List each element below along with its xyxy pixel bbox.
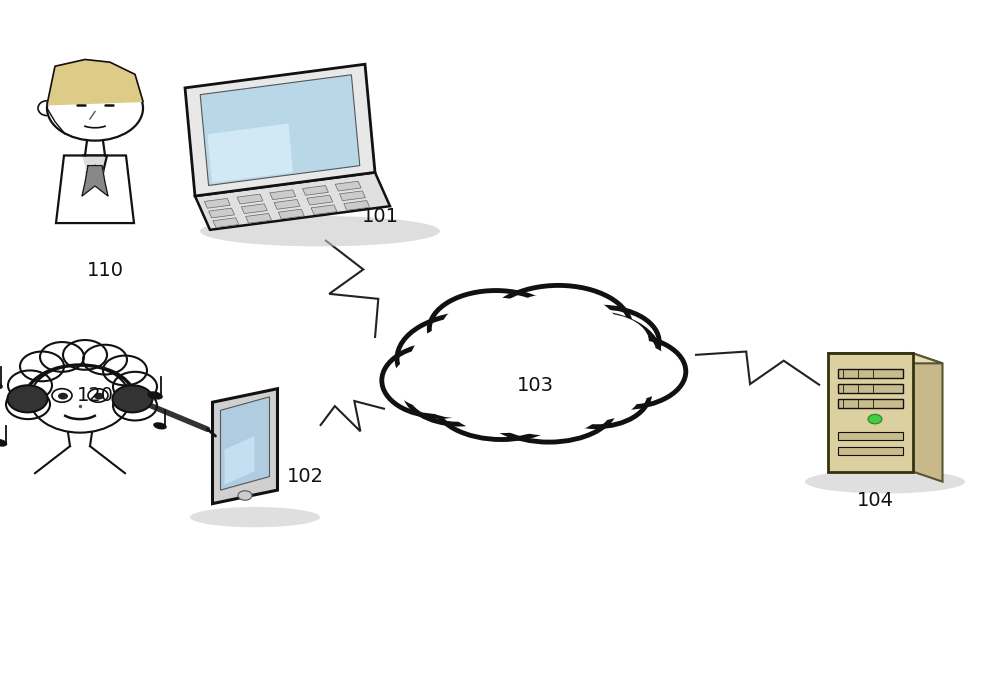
Ellipse shape [553, 366, 640, 420]
Polygon shape [303, 185, 328, 195]
Polygon shape [838, 369, 902, 379]
Polygon shape [838, 433, 902, 441]
Ellipse shape [564, 335, 686, 408]
Polygon shape [335, 181, 361, 191]
Ellipse shape [0, 381, 3, 389]
Polygon shape [212, 389, 277, 504]
Polygon shape [220, 397, 269, 490]
Circle shape [83, 345, 127, 375]
Circle shape [868, 414, 882, 424]
Text: 101: 101 [362, 207, 398, 226]
Circle shape [113, 391, 157, 420]
Polygon shape [56, 155, 134, 223]
Polygon shape [246, 214, 272, 223]
Ellipse shape [200, 216, 440, 247]
Polygon shape [828, 353, 912, 472]
Polygon shape [344, 201, 370, 210]
Ellipse shape [805, 470, 965, 493]
Ellipse shape [426, 304, 635, 427]
Ellipse shape [429, 291, 562, 368]
Polygon shape [270, 190, 296, 199]
Ellipse shape [575, 342, 675, 401]
Ellipse shape [444, 314, 616, 416]
Ellipse shape [482, 370, 616, 442]
Polygon shape [200, 75, 360, 185]
Circle shape [52, 389, 72, 402]
Polygon shape [241, 203, 267, 214]
Polygon shape [82, 166, 108, 196]
Polygon shape [838, 384, 902, 393]
Ellipse shape [153, 422, 167, 429]
Polygon shape [208, 124, 293, 183]
Ellipse shape [190, 507, 320, 527]
Circle shape [112, 385, 152, 412]
Polygon shape [213, 218, 239, 228]
Polygon shape [311, 205, 337, 214]
Ellipse shape [147, 391, 163, 400]
Ellipse shape [441, 297, 550, 361]
Ellipse shape [447, 374, 556, 433]
Circle shape [58, 393, 68, 400]
Text: 120: 120 [76, 386, 114, 405]
Polygon shape [185, 64, 375, 196]
Polygon shape [838, 398, 902, 408]
Ellipse shape [382, 345, 496, 416]
Text: 103: 103 [516, 376, 554, 395]
Circle shape [63, 340, 107, 370]
Circle shape [47, 76, 143, 141]
Polygon shape [307, 195, 333, 205]
Polygon shape [204, 199, 230, 208]
Ellipse shape [414, 363, 501, 418]
Polygon shape [224, 436, 254, 485]
Ellipse shape [494, 377, 604, 435]
Circle shape [6, 389, 50, 419]
Circle shape [238, 491, 252, 500]
Circle shape [8, 370, 52, 400]
Polygon shape [195, 172, 390, 230]
Circle shape [30, 365, 130, 433]
Ellipse shape [486, 285, 631, 368]
Ellipse shape [543, 360, 650, 427]
Polygon shape [237, 194, 263, 204]
Polygon shape [83, 155, 107, 172]
Ellipse shape [499, 293, 618, 360]
Polygon shape [47, 59, 143, 105]
Ellipse shape [411, 322, 535, 395]
Circle shape [103, 356, 147, 385]
Circle shape [20, 352, 64, 381]
Polygon shape [209, 208, 235, 218]
Text: 102: 102 [287, 467, 324, 486]
Ellipse shape [0, 439, 7, 447]
Ellipse shape [435, 368, 568, 439]
Ellipse shape [515, 312, 659, 397]
Polygon shape [828, 353, 942, 364]
Ellipse shape [555, 314, 649, 370]
Polygon shape [278, 209, 304, 219]
Text: 110: 110 [87, 261, 124, 280]
Ellipse shape [545, 307, 659, 377]
Polygon shape [838, 448, 902, 456]
Ellipse shape [397, 314, 549, 404]
Ellipse shape [392, 351, 486, 410]
Polygon shape [274, 199, 300, 210]
Ellipse shape [405, 358, 511, 424]
Circle shape [94, 393, 104, 400]
Polygon shape [340, 191, 365, 201]
Text: 104: 104 [856, 491, 894, 510]
Circle shape [40, 342, 84, 372]
Circle shape [113, 372, 157, 402]
Polygon shape [912, 353, 942, 481]
Circle shape [88, 389, 108, 402]
Circle shape [7, 385, 48, 412]
Ellipse shape [528, 320, 646, 389]
